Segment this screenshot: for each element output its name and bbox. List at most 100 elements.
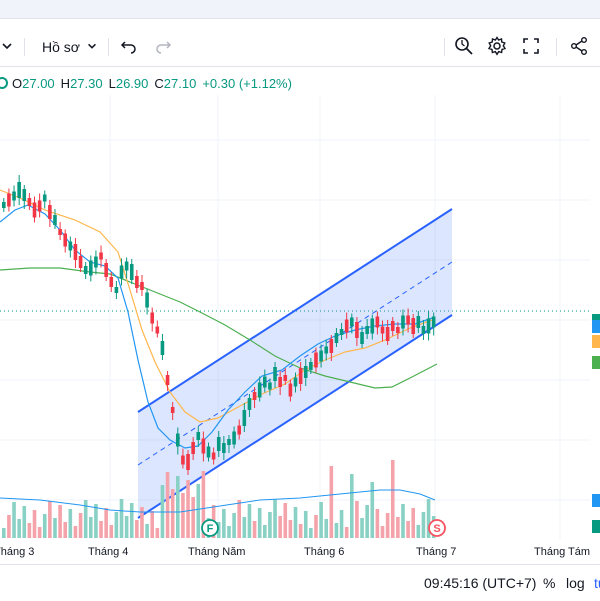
volume-bar bbox=[58, 505, 62, 538]
time-axis[interactable]: Tháng 3 Tháng 4 Tháng Năm Tháng 6 Tháng … bbox=[0, 540, 600, 564]
undo-icon bbox=[120, 37, 138, 58]
candle bbox=[339, 329, 344, 335]
candle bbox=[216, 437, 221, 451]
volume-bar bbox=[237, 500, 242, 538]
candle bbox=[396, 327, 400, 333]
redo-icon bbox=[154, 37, 172, 58]
volume-bar bbox=[242, 517, 247, 538]
volume-bar bbox=[355, 501, 359, 538]
volume-bar bbox=[288, 520, 293, 538]
candle bbox=[355, 322, 359, 338]
candle bbox=[319, 350, 323, 362]
low-key: L bbox=[108, 75, 116, 91]
volume-bar bbox=[396, 517, 400, 538]
volume-bar bbox=[155, 528, 160, 538]
profile-label: Hồ sơ bbox=[42, 39, 80, 55]
profile-dropdown[interactable]: Hồ sơ bbox=[42, 34, 98, 60]
candle bbox=[7, 193, 11, 207]
volume-bar bbox=[48, 501, 52, 538]
candle bbox=[78, 256, 83, 268]
candle bbox=[411, 318, 416, 334]
volume-bar bbox=[344, 527, 349, 538]
volume-bar bbox=[268, 512, 272, 538]
candle bbox=[227, 439, 231, 445]
quick-search-button[interactable] bbox=[454, 34, 474, 60]
price-chart[interactable]: F S bbox=[0, 95, 600, 540]
volume-bar bbox=[196, 484, 201, 538]
candle bbox=[344, 319, 349, 333]
close-key: C bbox=[154, 75, 164, 91]
candle bbox=[150, 312, 155, 324]
fullscreen-button[interactable] bbox=[522, 34, 540, 60]
candle bbox=[186, 454, 190, 470]
price-scale-marker-volume-ma bbox=[592, 494, 600, 507]
x-tick-label: Tháng 3 bbox=[0, 546, 35, 558]
event-marker-s[interactable]: S bbox=[428, 519, 446, 537]
fullscreen-icon bbox=[522, 37, 540, 58]
volume-bar bbox=[319, 502, 323, 538]
volume-bar bbox=[53, 518, 57, 538]
auto-scale-toggle[interactable]: tu bbox=[594, 575, 600, 591]
candle bbox=[263, 376, 267, 388]
toolbar-divider bbox=[108, 38, 109, 56]
change-value: +0.30 (+1.12%) bbox=[202, 75, 292, 91]
candle bbox=[390, 321, 395, 331]
candle bbox=[242, 410, 247, 426]
candle bbox=[309, 362, 313, 370]
ma-mid-line bbox=[0, 189, 433, 423]
share-button[interactable] bbox=[569, 34, 589, 60]
volume-bar bbox=[309, 528, 313, 538]
settings-button[interactable] bbox=[487, 34, 507, 60]
volume-bar bbox=[99, 521, 103, 538]
volume-bar bbox=[124, 516, 129, 538]
candle bbox=[165, 375, 170, 385]
candle bbox=[247, 398, 252, 410]
interval-dropdown[interactable] bbox=[0, 34, 14, 60]
volume-bar bbox=[27, 523, 32, 538]
candle bbox=[298, 368, 303, 384]
volume-bar bbox=[360, 518, 364, 538]
candle bbox=[129, 264, 134, 280]
candle bbox=[283, 375, 288, 381]
redo-button[interactable] bbox=[154, 34, 172, 60]
volume-bar bbox=[406, 521, 410, 538]
volume-bar bbox=[375, 509, 380, 538]
volume-bar bbox=[298, 524, 303, 538]
ohlc-legend: O 27.00 H 27.30 L 26.90 C 27.10 +0.30 (+1.12… bbox=[0, 72, 292, 94]
candle bbox=[12, 191, 16, 201]
candle bbox=[176, 433, 180, 447]
toolbar-divider bbox=[444, 38, 445, 56]
candle bbox=[334, 333, 339, 343]
volume-bar bbox=[73, 526, 78, 538]
channel-fill bbox=[138, 209, 452, 518]
volume-bar bbox=[129, 503, 134, 538]
volume-bar bbox=[370, 482, 375, 538]
candle bbox=[211, 452, 216, 460]
candle bbox=[365, 326, 369, 334]
candle bbox=[416, 316, 421, 328]
volume-bar bbox=[334, 523, 339, 538]
high-value: 27.30 bbox=[70, 75, 103, 91]
volume-bar bbox=[293, 507, 298, 538]
chevron-down-icon bbox=[86, 39, 98, 55]
window-top-bar bbox=[0, 0, 600, 19]
volume-bar bbox=[401, 504, 405, 538]
toolbar-divider bbox=[556, 38, 557, 56]
volume-bar bbox=[263, 525, 267, 538]
candle bbox=[222, 443, 226, 453]
candle bbox=[201, 438, 206, 454]
candle bbox=[252, 392, 257, 400]
percent-scale-toggle[interactable]: % bbox=[543, 575, 556, 591]
candle bbox=[99, 252, 103, 260]
undo-button[interactable] bbox=[120, 34, 138, 60]
clock-display[interactable]: 09:45:16 (UTC+7) bbox=[424, 575, 537, 591]
event-marker-f[interactable]: F bbox=[201, 519, 219, 537]
candle bbox=[237, 425, 242, 435]
volume-bar bbox=[2, 528, 6, 538]
log-scale-toggle[interactable]: log bbox=[566, 575, 585, 591]
volume-bar bbox=[63, 522, 68, 538]
gear-icon bbox=[487, 35, 507, 59]
candle bbox=[94, 256, 98, 268]
open-key: O bbox=[12, 75, 23, 91]
volume-bar bbox=[257, 508, 262, 538]
